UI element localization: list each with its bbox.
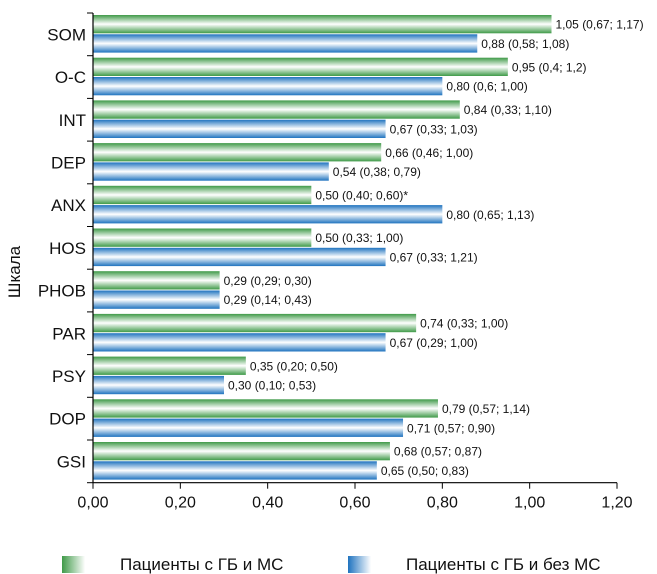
x-tick-label: 0,00	[77, 495, 108, 512]
bar-dep-series-2	[93, 162, 329, 181]
category-label-o-c: O-C	[55, 68, 86, 87]
data-label-hos-series-1: 0,50 (0,33; 1,00)	[315, 231, 403, 245]
category-label-hos: HOS	[49, 239, 86, 258]
bar-o-c-series-1	[93, 57, 508, 76]
bar-gsi-series-2	[93, 461, 377, 480]
x-tick-label: 1,20	[601, 495, 632, 512]
data-label-gsi-series-1: 0,68 (0,57; 0,87)	[394, 445, 482, 459]
data-label-gsi-series-2: 0,65 (0,50; 0,83)	[381, 464, 469, 478]
data-label-int-series-2: 0,67 (0,33; 1,03)	[390, 122, 478, 136]
category-label-som: SOM	[47, 25, 86, 44]
legend-swatch-series-1	[62, 556, 104, 573]
category-label-anx: ANX	[51, 196, 86, 215]
bar-phob-series-2	[93, 290, 220, 309]
y-axis-title: Шкала	[5, 245, 24, 298]
data-label-dop-series-2: 0,71 (0,57; 0,90)	[407, 421, 495, 435]
data-label-psy-series-2: 0,30 (0,10; 0,53)	[228, 379, 316, 393]
legend: Пациенты с ГБ и МС Пациенты с ГБ и без МС	[62, 555, 601, 574]
category-label-par: PAR	[52, 324, 86, 343]
data-label-som-series-2: 0,88 (0,58; 1,08)	[481, 37, 569, 51]
category-label-int: INT	[59, 111, 86, 130]
legend-label-series-1: Пациенты с ГБ и МС	[120, 555, 283, 574]
bars-layer: 1,05 (0,67; 1,17) 0,88 (0,58; 1,08) 0,95 (…	[93, 15, 644, 480]
bar-int-series-2	[93, 119, 386, 138]
data-label-dep-series-2: 0,54 (0,38; 0,79)	[333, 165, 421, 179]
data-label-par-series-2: 0,67 (0,29; 1,00)	[390, 336, 478, 350]
x-tick-label: 0,40	[252, 495, 283, 512]
x-tick-label: 0,20	[165, 495, 196, 512]
data-label-phob-series-2: 0,29 (0,14; 0,43)	[224, 293, 312, 307]
bar-phob-series-1	[93, 271, 220, 290]
bar-int-series-1	[93, 100, 460, 119]
data-label-o-c-series-2: 0,80 (0,6; 1,00)	[446, 80, 527, 94]
category-label-gsi: GSI	[57, 452, 86, 471]
legend-label-series-2: Пациенты с ГБ и без МС	[406, 555, 601, 574]
category-label-psy: PSY	[52, 367, 86, 386]
bar-hos-series-2	[93, 247, 386, 267]
bar-psy-series-2	[93, 375, 224, 395]
bar-dop-series-1	[93, 399, 438, 418]
data-label-hos-series-2: 0,67 (0,33; 1,21)	[390, 250, 478, 264]
bar-psy-series-1	[93, 356, 246, 375]
bar-som-series-2	[93, 34, 478, 53]
x-tick-label: 0,60	[339, 495, 370, 512]
data-label-anx-series-1: 0,50 (0,40; 0,60)*	[315, 188, 408, 202]
data-label-anx-series-2: 0,80 (0,65; 1,13)	[446, 208, 534, 222]
bar-dop-series-2	[93, 418, 404, 437]
data-label-dop-series-1: 0,79 (0,57; 1,14)	[442, 402, 530, 416]
data-label-o-c-series-1: 0,95 (0,4; 1,2)	[512, 60, 587, 74]
bar-par-series-2	[93, 333, 386, 352]
category-label-phob: PHOB	[38, 282, 86, 301]
legend-swatch-series-2	[348, 556, 390, 573]
bar-gsi-series-1	[93, 442, 390, 461]
data-label-som-series-1: 1,05 (0,67; 1,17)	[556, 18, 644, 32]
data-label-psy-series-1: 0,35 (0,20; 0,50)	[250, 359, 338, 373]
category-label-dep: DEP	[51, 153, 86, 172]
bar-o-c-series-2	[93, 77, 443, 96]
data-label-par-series-1: 0,74 (0,33; 1,00)	[420, 317, 508, 331]
data-label-phob-series-1: 0,29 (0,29; 0,30)	[224, 274, 312, 288]
data-label-int-series-1: 0,84 (0,33; 1,10)	[464, 103, 552, 117]
category-label-dop: DOP	[49, 410, 86, 429]
x-tick-label: 0,80	[427, 495, 458, 512]
axes-layer: SOM O-C INT DEP ANX HOS PHOB PAR PSY DOP GSI 0,00 0,…	[38, 12, 633, 512]
bar-som-series-1	[93, 15, 552, 34]
data-label-dep-series-1: 0,66 (0,46; 1,00)	[385, 146, 473, 160]
bar-hos-series-1	[93, 228, 312, 247]
bar-anx-series-1	[93, 185, 312, 205]
x-tick-label: 1,00	[514, 495, 545, 512]
bar-dep-series-1	[93, 143, 382, 162]
bar-anx-series-2	[93, 205, 443, 224]
bar-par-series-1	[93, 313, 417, 333]
